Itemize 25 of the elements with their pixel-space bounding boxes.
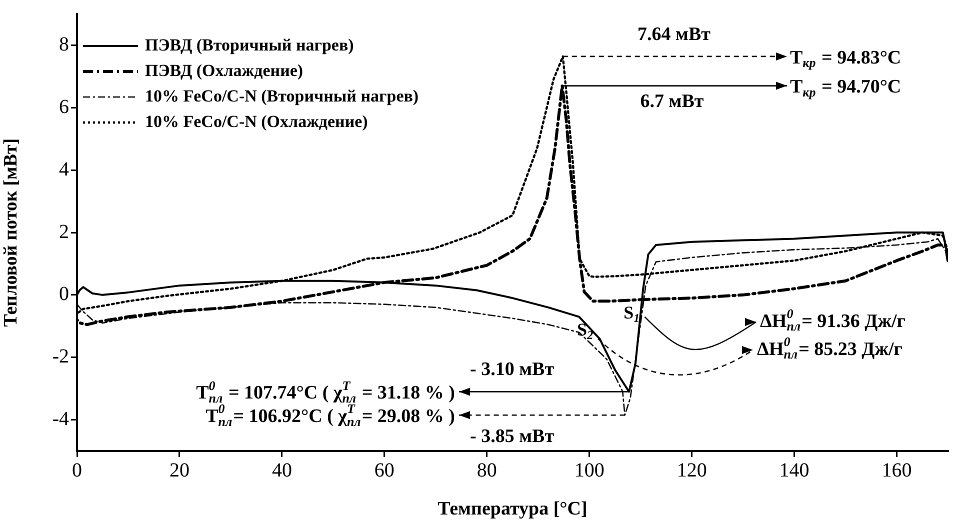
- y-tick-label: -4: [52, 408, 69, 430]
- x-tick-label: 40: [272, 459, 292, 482]
- y-tick-label: 6: [59, 96, 69, 118]
- legend-label: ПЭВД (Вторичный нагрев): [145, 35, 354, 54]
- x-tick-label: 60: [374, 459, 394, 482]
- x-tick-label: 140: [779, 459, 810, 482]
- y-tick-label: 8: [59, 33, 69, 56]
- annotation: - 3.85 мВт: [470, 426, 555, 447]
- annotation: 6.7 мВт: [640, 90, 704, 112]
- y-tick-label: 0: [59, 283, 69, 306]
- legend-label: 10% FeCo/C-N (Вторичный нагрев): [145, 86, 419, 106]
- x-tick-label: 100: [574, 459, 604, 482]
- x-tick-label: 20: [169, 459, 190, 482]
- legend-label: 10% FeCo/C-N (Охлаждение): [145, 112, 368, 131]
- x-tick-label: 120: [676, 459, 707, 482]
- y-axis-title: Тепловой поток [мВт]: [0, 138, 22, 327]
- y-tick-label: -2: [52, 346, 69, 368]
- legend-label: ПЭВД (Охлаждение): [145, 60, 304, 80]
- y-tick-label: 4: [59, 158, 69, 180]
- x-tick-label: 80: [476, 459, 497, 482]
- annotation: 7.64 мВт: [638, 24, 712, 45]
- annotation: - 3.10 мВт: [470, 358, 555, 380]
- x-tick-label: 160: [882, 459, 912, 482]
- y-tick-label: 2: [59, 220, 69, 243]
- x-axis-title: Температура [°C]: [438, 498, 588, 520]
